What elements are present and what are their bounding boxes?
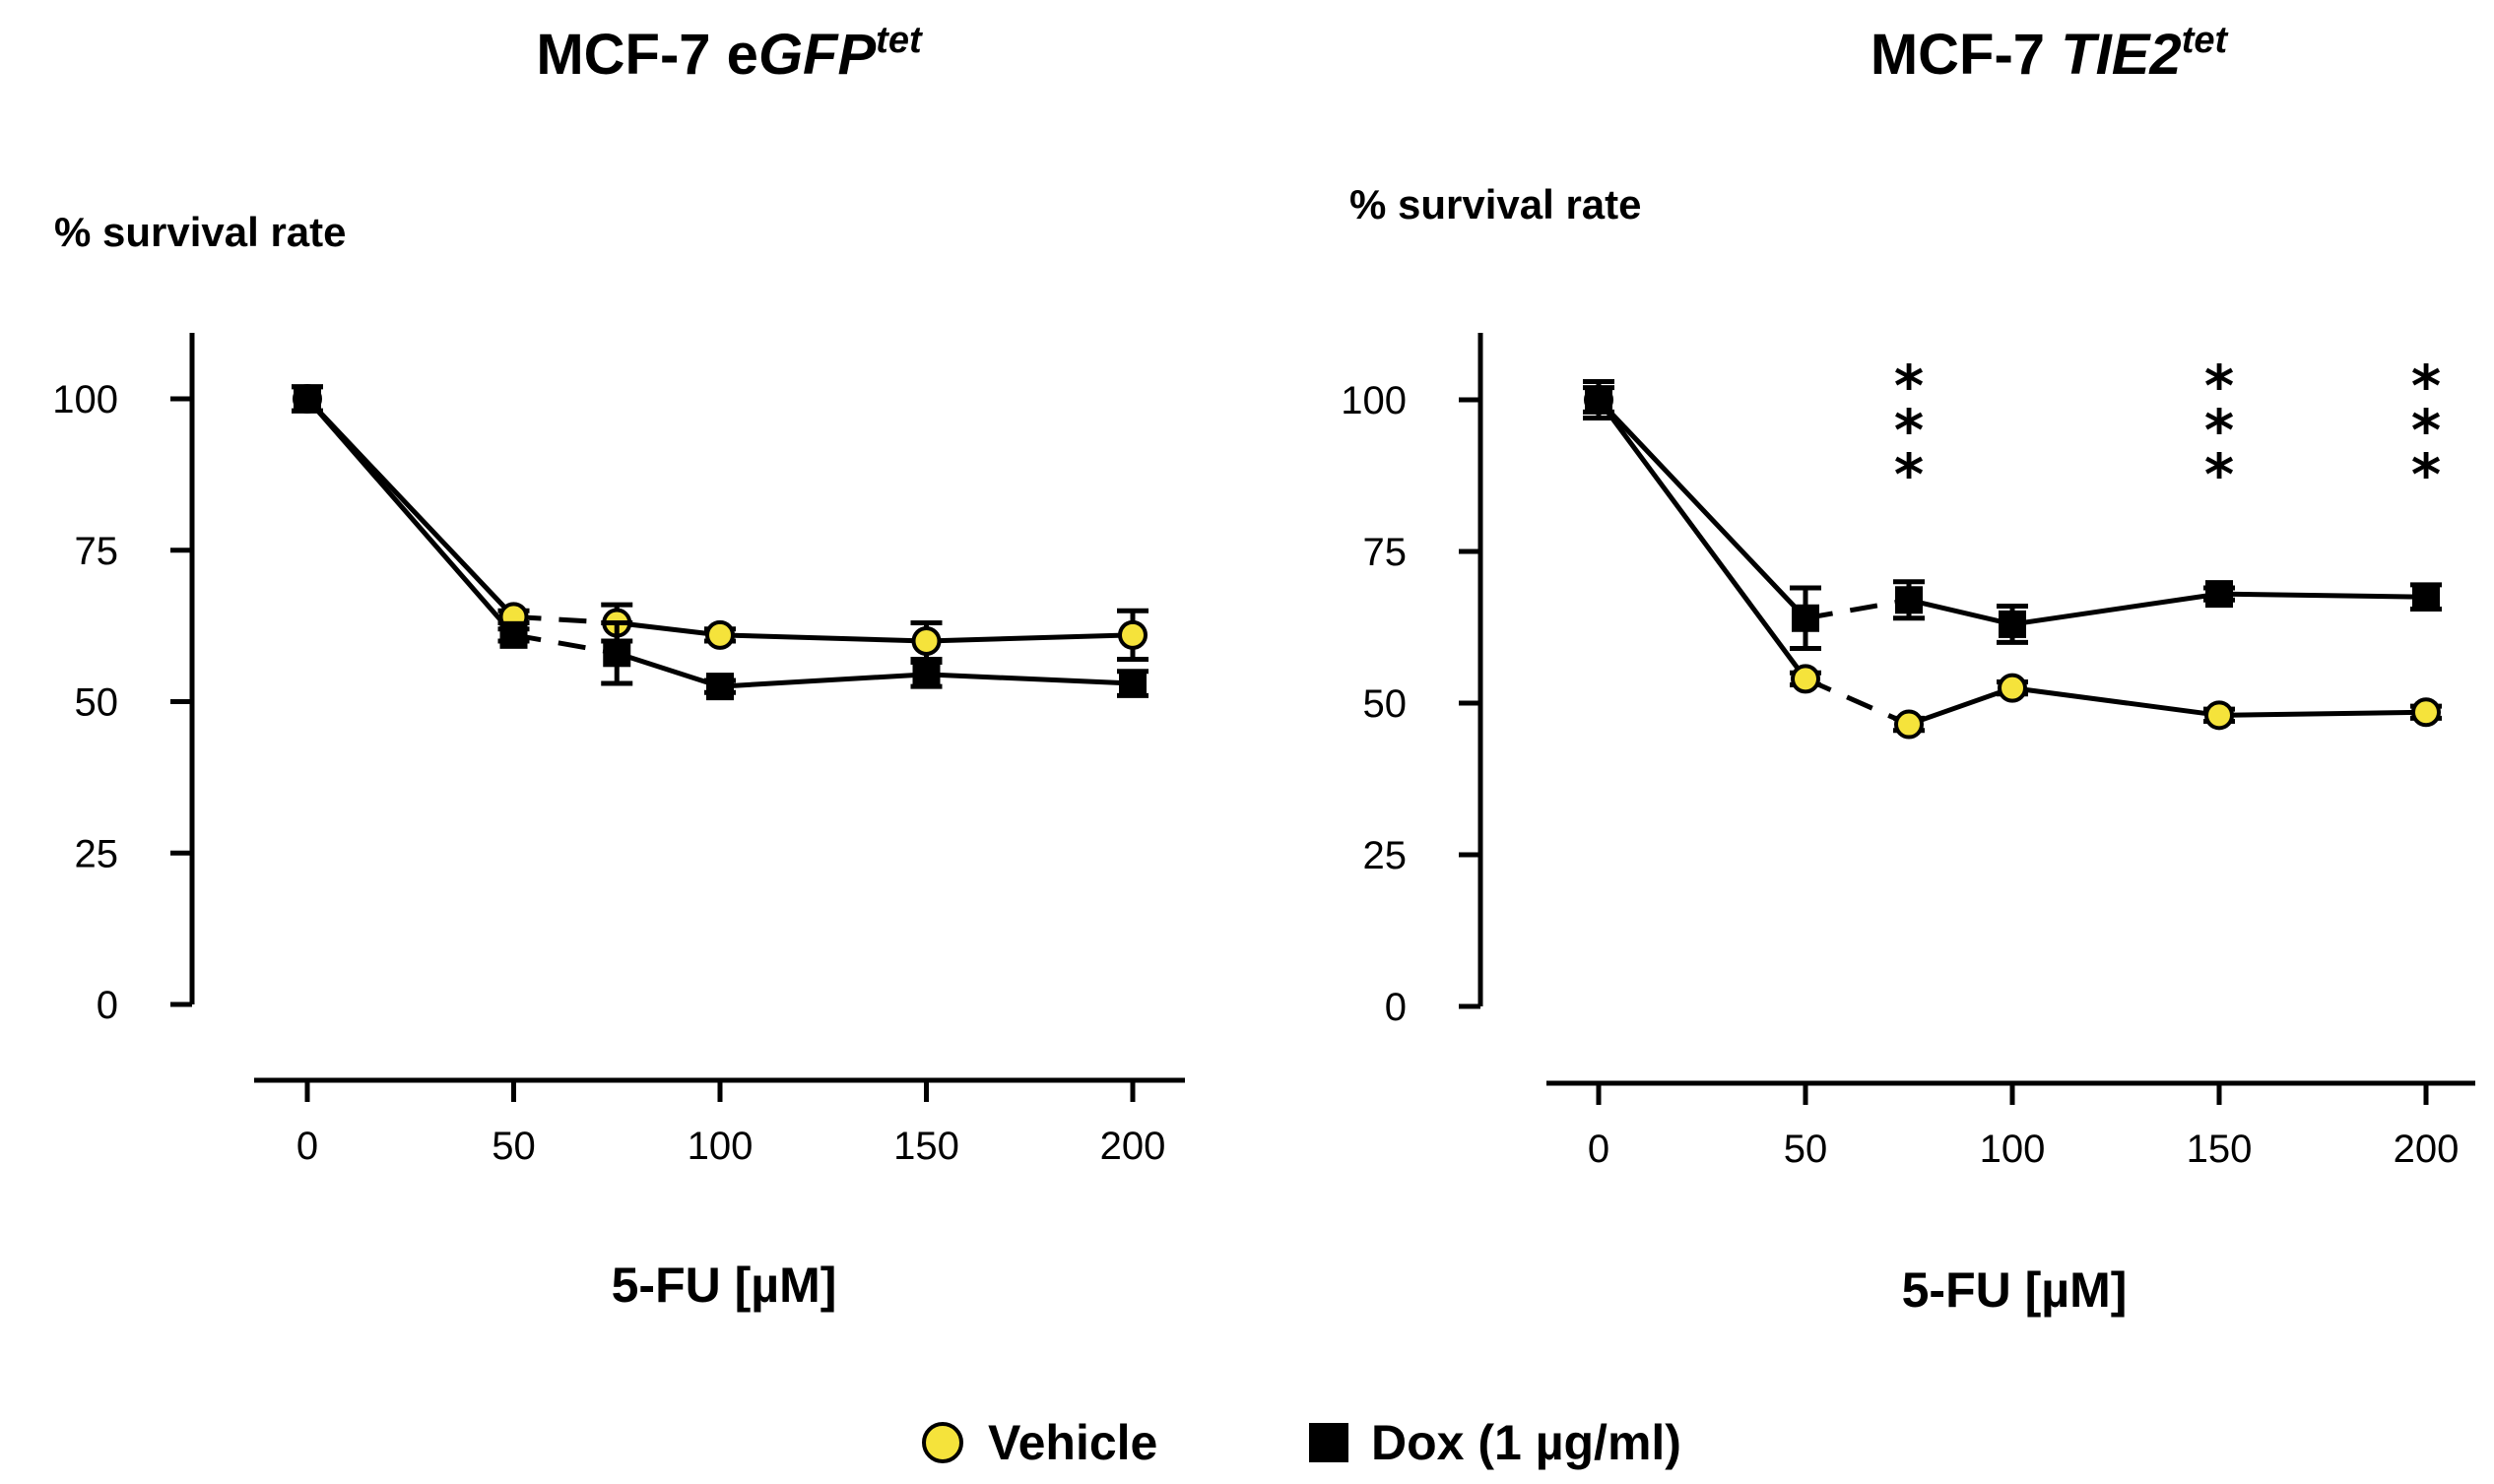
- vehicle-line-segment: [2218, 709, 2427, 718]
- dox-point: [1792, 604, 1819, 632]
- title-superscript: tet: [876, 20, 923, 61]
- x-axis-label: 5-FU [µM]: [1902, 1262, 2128, 1318]
- legend-dox-marker: [1309, 1423, 1348, 1462]
- dox-line-segment: [1908, 597, 2013, 627]
- dox-line-segment: [305, 397, 516, 637]
- significance-star: *: [2411, 441, 2441, 508]
- dox-line-segment: [616, 650, 721, 689]
- vehicle-line-segment: [2011, 685, 2220, 718]
- dox-point: [2412, 583, 2440, 612]
- dox-point: [1585, 386, 1612, 414]
- x-tick-label: 0: [1588, 1128, 1609, 1171]
- x-tick-label: 50: [492, 1125, 536, 1168]
- dox-point: [1895, 586, 1923, 614]
- dox-point: [1119, 670, 1147, 698]
- y-tick-label: 0: [1385, 986, 1407, 1029]
- x-axis-label: 5-FU [µM]: [612, 1258, 837, 1313]
- x-tick-label: 150: [2187, 1128, 2253, 1171]
- y-tick-label: 50: [75, 681, 119, 725]
- significance-star: *: [1894, 397, 1924, 464]
- y-tick-label: 0: [97, 984, 118, 1027]
- title-main: MCF-7: [1870, 23, 2061, 87]
- dox-line-segment: [1597, 398, 1807, 620]
- y-tick-label: 100: [52, 378, 118, 421]
- y-tick-label: 50: [1363, 682, 1408, 726]
- significance-star: *: [1894, 441, 1924, 508]
- legend-dox-label: Dox (1 µg/ml): [1371, 1415, 1681, 1470]
- vehicle-point: [2411, 697, 2441, 728]
- title-gene: GFP: [758, 23, 877, 87]
- vehicle-line-segment: [1908, 685, 2013, 727]
- vehicle-line-segment: [926, 632, 1134, 644]
- y-axis-label: % survival rate: [1349, 181, 1642, 227]
- title-main: MCF-7 e: [536, 23, 758, 87]
- significance-star: *: [2411, 397, 2441, 464]
- vehicle-line-segment: [1804, 677, 1911, 727]
- vehicle-point: [1118, 619, 1148, 650]
- chart-title: MCF-7 TIE2tet: [1870, 20, 2229, 87]
- legend-vehicle-label: Vehicle: [988, 1415, 1157, 1470]
- y-tick-label: 75: [1363, 531, 1408, 574]
- y-tick-label: 100: [1341, 379, 1407, 422]
- significance-star: *: [2204, 397, 2234, 464]
- x-tick-label: 50: [1784, 1128, 1828, 1171]
- significance-star: *: [2204, 441, 2234, 508]
- dox-line-segment: [719, 672, 927, 689]
- legend-vehicle-marker: [922, 1422, 963, 1463]
- x-tick-label: 150: [893, 1125, 959, 1168]
- panel-gfp: MCF-7 eGFPtet % survival rate 0 25 50 75 100 0 5…: [52, 20, 1185, 1313]
- dox-point: [2205, 580, 2233, 609]
- dox-point: [499, 620, 528, 649]
- significance-star: *: [2204, 353, 2234, 419]
- vehicle-point: [911, 626, 942, 656]
- dox-point: [912, 660, 941, 688]
- dox-line-segment: [513, 632, 618, 656]
- dox-point: [603, 639, 631, 668]
- chart-title: MCF-7 eGFPtet: [536, 20, 923, 87]
- y-tick-label: 25: [75, 832, 119, 875]
- y-tick-label: 75: [75, 530, 119, 573]
- x-tick-label: 100: [1980, 1128, 2046, 1171]
- y-axis-label: % survival rate: [54, 209, 347, 255]
- dox-line-segment: [2011, 591, 2220, 627]
- title-superscript: tet: [2182, 20, 2229, 61]
- vehicle-point: [1791, 664, 1820, 694]
- dox-line-segment: [2218, 591, 2427, 600]
- x-tick-label: 0: [296, 1125, 318, 1168]
- vehicle-line-segment: [1596, 398, 1808, 680]
- dox-point: [1999, 610, 2026, 638]
- title-gene: TIE2: [2061, 23, 2182, 87]
- vehicle-point: [2204, 700, 2234, 731]
- dox-line-segment: [1805, 597, 1910, 621]
- y-tick-label: 25: [1363, 834, 1408, 877]
- dox-point: [706, 673, 734, 701]
- significance-star: *: [2411, 353, 2441, 419]
- dox-line-segment: [926, 672, 1134, 686]
- vehicle-line-segment: [513, 613, 618, 626]
- dox-point: [294, 385, 321, 413]
- legend: Vehicle Dox (1 µg/ml): [922, 1415, 1681, 1470]
- vehicle-point: [705, 619, 735, 650]
- vehicle-point: [1894, 709, 1924, 740]
- significance-star: *: [1894, 353, 1924, 419]
- vehicle-line-segment: [719, 632, 927, 644]
- x-tick-label: 200: [1100, 1125, 1166, 1168]
- x-tick-label: 200: [2394, 1128, 2460, 1171]
- panel-tie2: MCF-7 TIE2tet % survival rate 0 25 50 75 100 0 5…: [1341, 20, 2475, 1318]
- x-tick-label: 100: [688, 1125, 754, 1168]
- vehicle-point: [1998, 673, 2027, 703]
- vehicle-line-segment: [616, 620, 721, 638]
